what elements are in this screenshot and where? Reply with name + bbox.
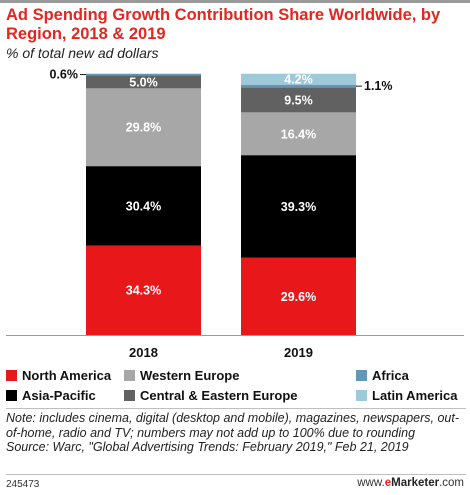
bar-segment-asia-pacific-2019: [241, 155, 356, 258]
legend-label: Western Europe: [140, 368, 240, 383]
bar-segment-africa-2018: [86, 73, 201, 76]
brand-e: e: [384, 477, 392, 489]
bar-segment-central-eastern-europe-2018: [86, 75, 201, 89]
x-tick-label-2018: 2018: [129, 345, 158, 360]
bar-segment-north-america-2019: [241, 257, 356, 335]
data-label-western-europe-2018: 29.8%: [126, 121, 161, 135]
bar-segment-africa-2019: [241, 84, 356, 88]
bar-segment-north-america-2018: [86, 245, 201, 335]
bar-segment-latin-america-2019: [241, 73, 356, 85]
footnote: Note: includes cinema, digital (desktop …: [6, 411, 468, 455]
brand-suffix: .com: [439, 477, 464, 489]
data-label-asia-pacific-2019: 39.3%: [281, 200, 316, 214]
stacked-bar-chart: 34.3% 30.4% 29.8% 5.0% 0.6% 2018 29.6% 39.3% 16.…: [6, 68, 464, 360]
data-label-africa-2018: 0.6%: [50, 68, 79, 82]
chart-title: Ad Spending Growth Contribution Share Wo…: [6, 6, 441, 43]
data-label-north-america-2018: 34.3%: [126, 284, 161, 298]
legend-item-asia-pacific: Asia-Pacific: [6, 388, 96, 403]
legend-swatch: [356, 390, 367, 401]
data-label-central-eastern-europe-2019: 9.5%: [284, 93, 313, 107]
legend-swatch: [6, 370, 17, 381]
legend-swatch: [6, 390, 17, 401]
bar-segment-asia-pacific-2018: [86, 166, 201, 246]
data-label-central-eastern-europe-2018: 5.0%: [129, 75, 158, 89]
legend-swatch: [124, 390, 135, 401]
legend-swatch: [356, 370, 367, 381]
legend-item-north-america: North America: [6, 368, 111, 383]
legend-item-latin-america: Latin America: [356, 388, 458, 403]
note-text: Note: includes cinema, digital (desktop …: [6, 411, 460, 440]
bar-segment-western-europe-2018: [86, 88, 201, 167]
brand-name: Marketer: [391, 477, 440, 489]
legend-label: Central & Eastern Europe: [140, 388, 298, 403]
data-label-asia-pacific-2018: 30.4%: [126, 199, 161, 213]
chart-legend: North America Western Europe Africa Asia…: [6, 366, 466, 406]
legend-label: Latin America: [372, 388, 458, 403]
data-label-latin-america-2019: 4.2%: [284, 73, 313, 87]
legend-item-western-europe: Western Europe: [124, 368, 239, 383]
legend-label: North America: [22, 368, 112, 383]
data-label-western-europe-2019: 16.4%: [281, 127, 316, 141]
legend-item-africa: Africa: [356, 368, 409, 383]
source-text: Source: Warc, "Global Advertising Trends…: [6, 440, 409, 454]
divider: [6, 474, 466, 475]
brand-link[interactable]: www.eMarketer.com: [357, 477, 464, 489]
chart-subtitle: % of total new ad dollars: [6, 45, 159, 61]
x-tick-label-2019: 2019: [284, 345, 313, 360]
divider: [6, 408, 466, 409]
data-label-north-america-2019: 29.6%: [281, 290, 316, 304]
legend-label: Africa: [372, 368, 409, 383]
chart-id: 245473: [6, 479, 40, 490]
data-label-africa-2019: 1.1%: [364, 79, 393, 93]
bar-segment-western-europe-2019: [241, 112, 356, 156]
brand-prefix: www.: [357, 477, 385, 489]
top-rule: [0, 0, 470, 3]
bar-segment-central-eastern-europe-2019: [241, 87, 356, 113]
legend-item-central-eastern-europe: Central & Eastern Europe: [124, 388, 298, 403]
legend-label: Asia-Pacific: [22, 388, 96, 403]
legend-swatch: [124, 370, 135, 381]
